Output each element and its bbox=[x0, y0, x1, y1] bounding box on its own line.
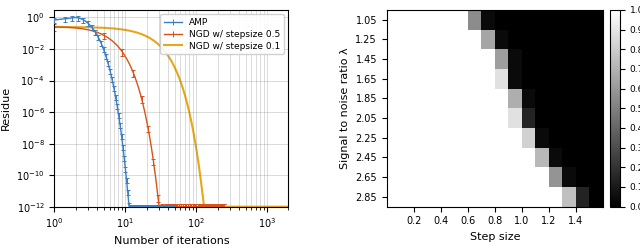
Y-axis label: Signal to noise ratio λ: Signal to noise ratio λ bbox=[340, 48, 349, 169]
NGD w/ stepsize 0.1 bbox=[215, 205, 223, 208]
NGD w/ stepsize 0.1 bbox=[273, 205, 281, 208]
NGD w/ stepsize 0.1 bbox=[51, 25, 58, 28]
X-axis label: Step size: Step size bbox=[470, 232, 520, 242]
Legend: AMP, NGD w/ stepsize 0.5, NGD w/ stepsize 0.1: AMP, NGD w/ stepsize 0.5, NGD w/ stepsiz… bbox=[160, 14, 284, 54]
NGD w/ stepsize 0.1 bbox=[200, 205, 208, 208]
Line: NGD w/ stepsize 0.1: NGD w/ stepsize 0.1 bbox=[54, 27, 289, 207]
X-axis label: Number of iterations: Number of iterations bbox=[114, 236, 229, 246]
NGD w/ stepsize 0.1 bbox=[285, 205, 292, 208]
NGD w/ stepsize 0.1 bbox=[278, 205, 285, 208]
Y-axis label: Residue: Residue bbox=[1, 86, 11, 130]
NGD w/ stepsize 0.1 bbox=[257, 205, 264, 208]
NGD w/ stepsize 0.1 bbox=[277, 205, 285, 208]
NGD w/ stepsize 0.1 bbox=[259, 205, 267, 208]
